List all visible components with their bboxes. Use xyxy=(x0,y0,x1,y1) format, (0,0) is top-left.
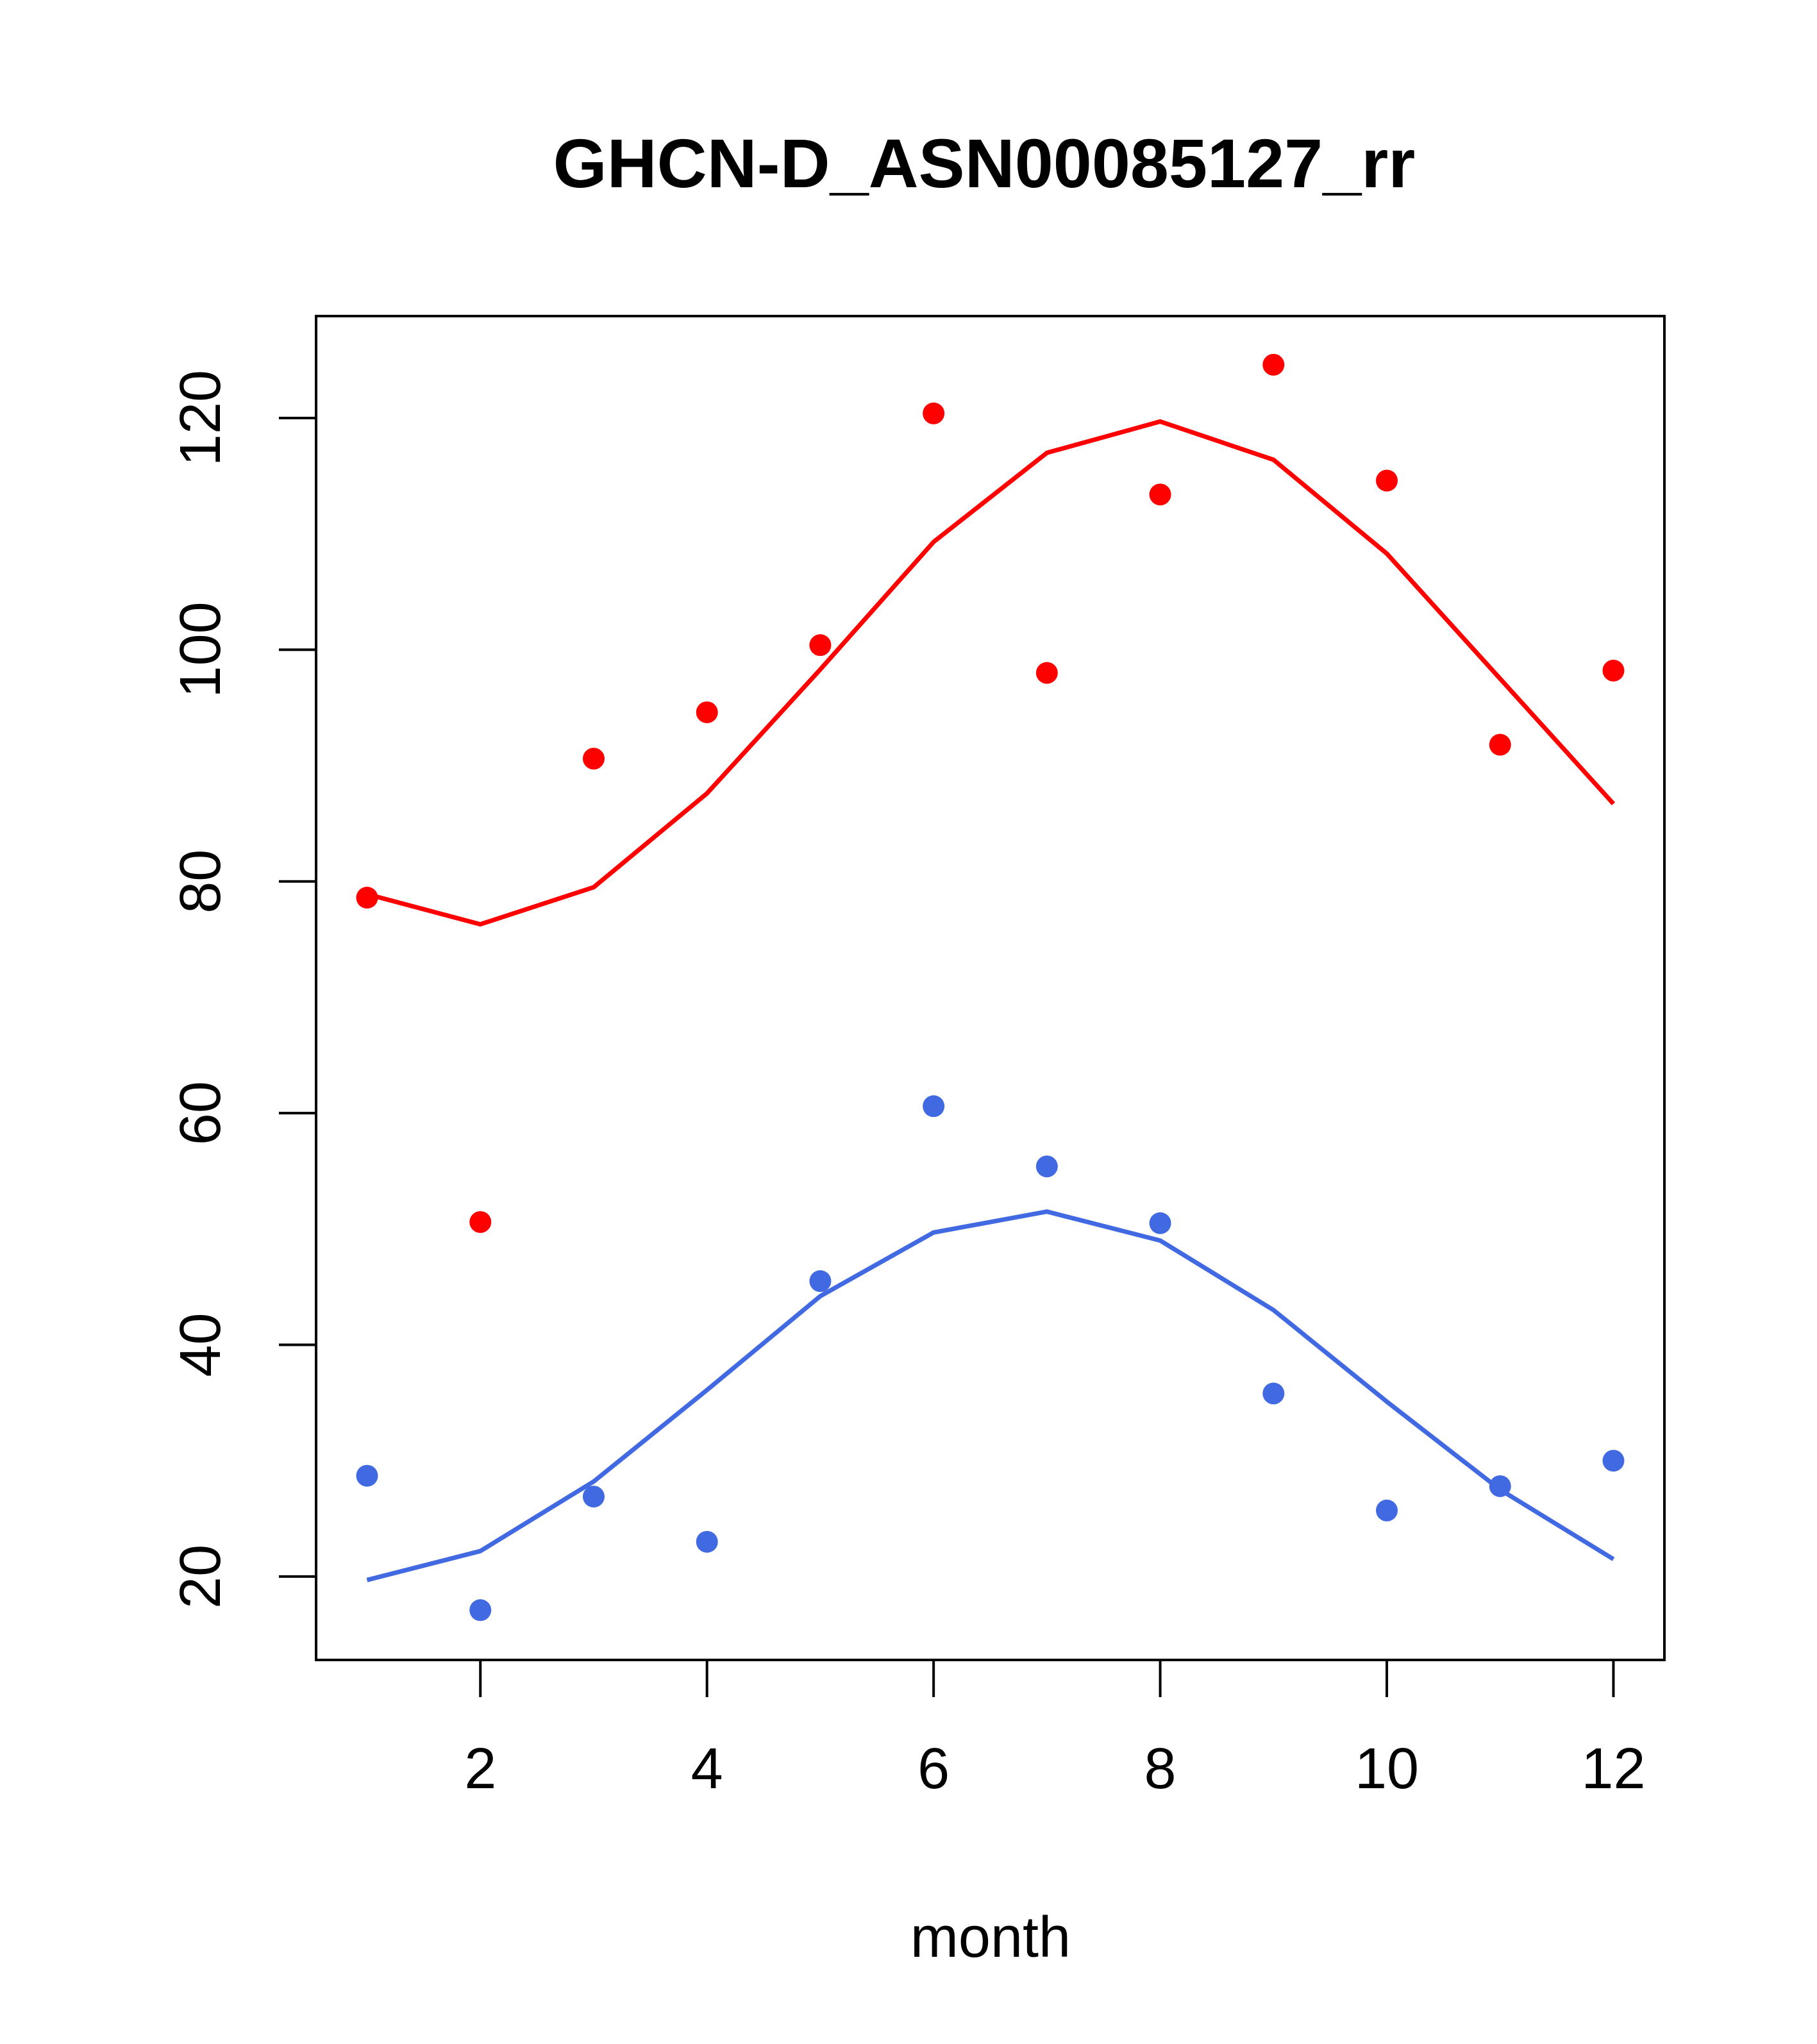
x-tick-label: 4 xyxy=(691,1737,723,1801)
series-2-point xyxy=(1149,1212,1171,1234)
series-2-point xyxy=(923,1095,945,1118)
x-tick-label: 10 xyxy=(1355,1737,1419,1801)
y-tick-label: 120 xyxy=(169,370,233,466)
series-1-point xyxy=(582,748,605,770)
series-lines xyxy=(366,419,1616,1582)
series-2-point xyxy=(356,1464,378,1487)
series-1-point xyxy=(1376,469,1398,492)
x-tick-label: 6 xyxy=(917,1737,950,1801)
series-1-point xyxy=(1602,659,1625,682)
y-tick-label: 20 xyxy=(169,1545,233,1609)
series-2-point xyxy=(1376,1499,1398,1521)
x-axis: 2 4 6 8 10 12 xyxy=(464,1659,1646,1801)
series-1-point xyxy=(1489,733,1511,756)
series-points xyxy=(356,353,1625,1621)
series-2-point xyxy=(696,1530,718,1553)
y-tick-label: 80 xyxy=(169,850,233,914)
series-1-point xyxy=(923,402,945,424)
y-tick-label: 40 xyxy=(169,1312,233,1377)
series-2-line xyxy=(366,1209,1615,1582)
series-2-point xyxy=(809,1270,832,1293)
series-2-point xyxy=(582,1486,605,1508)
series-1-point xyxy=(809,634,832,657)
series-1-line xyxy=(366,419,1616,927)
y-tick-label: 60 xyxy=(169,1081,233,1145)
series-2-point xyxy=(1602,1450,1625,1472)
x-tick-label: 2 xyxy=(464,1737,496,1801)
series-1-point xyxy=(696,701,718,723)
series-1-point xyxy=(1262,353,1285,376)
series-2-point xyxy=(469,1599,492,1621)
series-1-point xyxy=(356,887,378,909)
series-1-point xyxy=(1035,662,1058,684)
series-2-point xyxy=(1489,1475,1511,1497)
series-2-point xyxy=(1262,1382,1285,1405)
series-1-point xyxy=(1149,483,1171,506)
chart-title: GHCN-D_ASN00085127_rr xyxy=(553,124,1416,202)
x-tick-label: 8 xyxy=(1144,1737,1176,1801)
series-2-point xyxy=(1035,1155,1058,1178)
series-1-point xyxy=(469,1210,492,1233)
y-axis: 20 40 60 80 100 120 xyxy=(169,370,317,1609)
y-tick-label: 100 xyxy=(169,601,233,698)
x-axis-label: month xyxy=(910,1906,1071,1970)
x-tick-label: 12 xyxy=(1581,1737,1645,1801)
